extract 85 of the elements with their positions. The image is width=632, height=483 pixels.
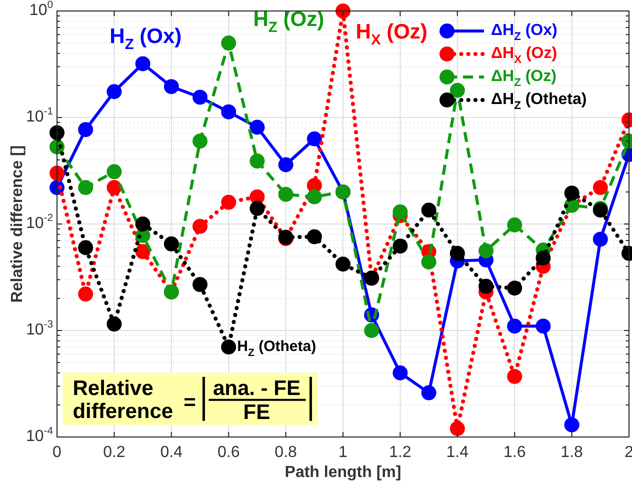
annotation: Relative bbox=[72, 376, 154, 400]
point bbox=[135, 56, 150, 72]
x-tick-label: 1 bbox=[338, 444, 348, 461]
point bbox=[450, 82, 465, 98]
legend-label: ΔH$_{Z}$ (Oz) bbox=[491, 68, 556, 89]
annotation: = bbox=[184, 390, 196, 414]
point bbox=[336, 256, 350, 272]
point bbox=[507, 368, 522, 384]
point bbox=[478, 278, 494, 294]
point bbox=[164, 236, 179, 252]
point bbox=[135, 244, 150, 260]
point bbox=[564, 417, 580, 432]
x-tick-label: 1.6 bbox=[503, 444, 526, 461]
point bbox=[192, 218, 208, 234]
y-tick-label: 10$^{-4}$ bbox=[26, 426, 54, 446]
point bbox=[78, 122, 94, 138]
legend-label: ΔH$_{Z}$ (Otheta) bbox=[491, 91, 587, 112]
point bbox=[564, 186, 580, 201]
x-tick-label: 0.2 bbox=[103, 444, 126, 461]
legend-label: ΔH$_{Z}$ (Ox) bbox=[491, 22, 558, 43]
y-tick-label: 10$^{-3}$ bbox=[26, 320, 54, 339]
x-tick-label: 1.4 bbox=[446, 444, 469, 461]
point bbox=[221, 194, 236, 210]
point bbox=[192, 277, 208, 292]
point bbox=[421, 202, 436, 218]
x-tick-label: 0.4 bbox=[160, 444, 183, 461]
point bbox=[78, 286, 94, 302]
x-tick-label: 1.8 bbox=[560, 444, 584, 461]
point bbox=[164, 79, 179, 94]
x-tick-label: 1.2 bbox=[389, 444, 412, 461]
annotation: difference bbox=[72, 400, 174, 423]
point bbox=[78, 240, 94, 256]
point bbox=[50, 166, 64, 181]
point bbox=[507, 280, 522, 296]
annotation: H$_{X}$ (Oz) bbox=[356, 20, 428, 48]
point bbox=[78, 180, 94, 196]
point bbox=[250, 120, 265, 135]
annotation: FE bbox=[243, 400, 270, 424]
point bbox=[592, 180, 608, 196]
x-tick-label: 0 bbox=[52, 444, 62, 461]
annotation: H$_{Z}$ (Otheta) bbox=[237, 338, 316, 359]
y-axis-title: Relative difference [] bbox=[9, 145, 26, 303]
y-tick-label: 10$^{-1}$ bbox=[26, 106, 54, 126]
point bbox=[192, 90, 208, 105]
point bbox=[392, 204, 408, 220]
point bbox=[250, 154, 265, 169]
point bbox=[392, 238, 408, 254]
point bbox=[478, 243, 494, 258]
point bbox=[421, 385, 436, 400]
point bbox=[221, 104, 236, 120]
point bbox=[592, 232, 608, 247]
point bbox=[536, 318, 551, 334]
point bbox=[192, 134, 208, 149]
point bbox=[421, 254, 436, 270]
point bbox=[221, 339, 236, 354]
x-axis-title: Path length [m] bbox=[284, 464, 402, 481]
point bbox=[106, 164, 122, 180]
point bbox=[278, 157, 294, 172]
point bbox=[221, 36, 236, 51]
point bbox=[106, 84, 122, 100]
y-tick-label: 10$^{0}$ bbox=[29, 0, 54, 20]
point bbox=[507, 318, 522, 334]
point bbox=[450, 421, 465, 436]
point bbox=[306, 229, 322, 244]
point bbox=[250, 200, 265, 216]
point bbox=[450, 246, 465, 261]
point bbox=[306, 189, 322, 204]
point bbox=[135, 216, 150, 232]
point bbox=[278, 186, 294, 202]
legend-label: ΔH$_{X}$ (Oz) bbox=[491, 45, 558, 66]
point bbox=[364, 323, 380, 338]
x-tick-label: 0.6 bbox=[217, 444, 240, 461]
y-tick-label: 10$^{-2}$ bbox=[26, 213, 54, 232]
point bbox=[50, 125, 64, 140]
point bbox=[306, 131, 322, 146]
annotation: ana. - FE bbox=[212, 376, 300, 400]
point bbox=[507, 217, 522, 232]
point bbox=[106, 316, 122, 332]
annotation: H$_{Z}$ (Oz) bbox=[253, 8, 324, 36]
point bbox=[336, 4, 350, 18]
x-tick-label: 0.8 bbox=[274, 444, 298, 461]
point bbox=[392, 365, 408, 380]
annotation: H$_{Z}$ (Ox) bbox=[110, 24, 182, 53]
point bbox=[536, 250, 551, 266]
point bbox=[106, 180, 122, 196]
